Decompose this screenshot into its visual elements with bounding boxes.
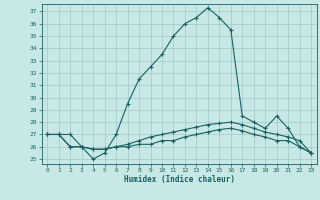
X-axis label: Humidex (Indice chaleur): Humidex (Indice chaleur) xyxy=(124,175,235,184)
